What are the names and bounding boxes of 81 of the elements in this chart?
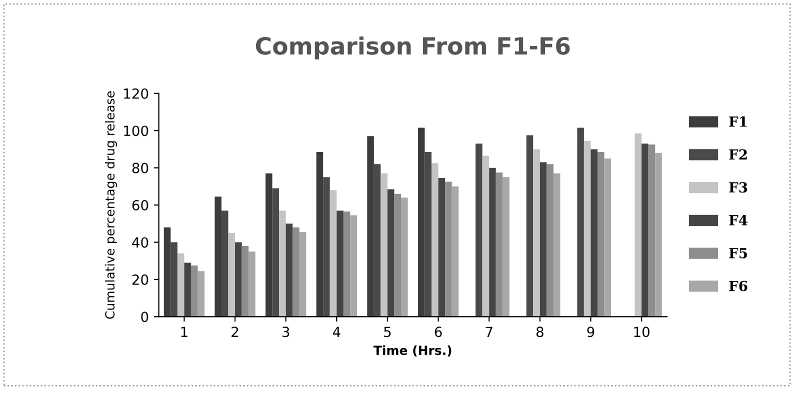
- y-tick-label: 100: [124, 126, 148, 136]
- bar: [190, 266, 198, 317]
- bar: [387, 189, 394, 317]
- bar: [316, 152, 324, 317]
- y-tick-label: 40: [132, 237, 148, 248]
- bar: [496, 172, 503, 317]
- bar: [401, 198, 408, 317]
- bar: [648, 144, 656, 317]
- bar: [214, 196, 222, 317]
- bar: [343, 212, 350, 317]
- x-tick-label: 5: [384, 326, 391, 338]
- bar: [228, 232, 236, 317]
- x-tick-label: 1: [181, 326, 188, 337]
- bar: [482, 156, 490, 317]
- bar: [394, 194, 402, 317]
- bar: [248, 252, 256, 317]
- bar: [502, 177, 510, 317]
- bar: [198, 271, 205, 317]
- bar: [577, 128, 584, 317]
- bar: [350, 215, 357, 317]
- x-tick-label: 6: [434, 326, 442, 338]
- bar: [546, 164, 554, 317]
- x-tick-label: 8: [536, 326, 544, 338]
- bar: [445, 182, 452, 317]
- bar: [279, 210, 286, 317]
- bar: [336, 210, 344, 317]
- legend-label: F2: [729, 149, 747, 160]
- bar: [476, 144, 482, 317]
- bar: [164, 227, 171, 317]
- y-tick-label: 20: [132, 274, 148, 285]
- bar: [634, 133, 642, 317]
- x-tick-label: 7: [486, 326, 492, 337]
- bar: [323, 177, 330, 317]
- bar: [266, 173, 272, 317]
- bar: [221, 210, 228, 317]
- legend-label: F1: [729, 116, 747, 127]
- x-tick-label: 9: [587, 326, 594, 338]
- legend-label: F3: [729, 182, 748, 193]
- bar: [292, 227, 300, 317]
- y-axis-title: Cumulative percentage drug release: [104, 91, 118, 319]
- bar: [540, 162, 547, 317]
- bar: [590, 149, 598, 317]
- y-tick-label: 60: [132, 200, 148, 211]
- bar: [286, 224, 293, 317]
- legend-label: F6: [729, 280, 748, 292]
- bar: [330, 190, 337, 317]
- bar: [526, 135, 534, 317]
- bar: [438, 178, 446, 317]
- x-tick-label: 3: [282, 326, 290, 338]
- legend-label: F5: [729, 248, 747, 258]
- bar: [418, 128, 425, 317]
- x-tick-label: 10: [634, 326, 650, 338]
- bar: [367, 136, 374, 317]
- bar: [380, 173, 388, 317]
- bar: [584, 140, 591, 317]
- y-tick-label: 80: [132, 162, 148, 174]
- bar: [553, 173, 560, 317]
- bar: [374, 164, 381, 317]
- bar: [272, 188, 280, 317]
- bar: [598, 152, 604, 317]
- bar: [452, 186, 459, 317]
- bar: [235, 242, 242, 317]
- bar: [533, 149, 540, 317]
- bar: [655, 152, 662, 317]
- bar: [299, 232, 306, 317]
- bar: [489, 168, 496, 317]
- bar: [184, 262, 191, 317]
- chart-title: Comparison From F1-F6: [256, 36, 570, 60]
- y-tick-label: 0: [141, 312, 148, 322]
- bar: [170, 242, 178, 317]
- bar: [177, 253, 184, 317]
- bar: [642, 144, 648, 317]
- x-tick-label: 2: [232, 326, 238, 337]
- x-tick-label: 4: [332, 326, 340, 337]
- y-tick-label: 120: [124, 88, 148, 99]
- bar: [432, 163, 438, 317]
- bar: [604, 158, 612, 317]
- bar: [242, 246, 249, 317]
- legend-label: F4: [729, 214, 748, 226]
- bar: [424, 152, 432, 317]
- x-axis-title: Time (Hrs.): [373, 345, 452, 357]
